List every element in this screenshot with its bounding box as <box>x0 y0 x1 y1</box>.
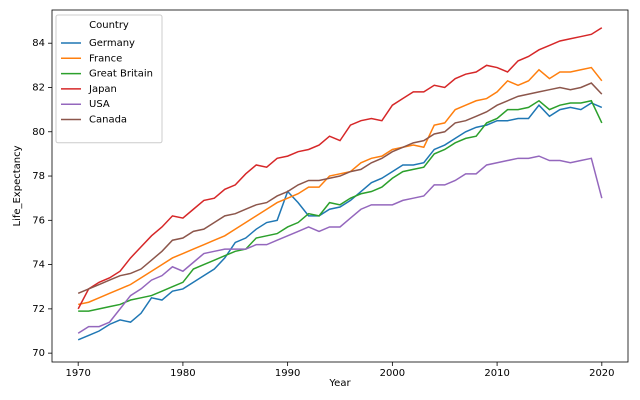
series-line <box>77 82 603 295</box>
x-tick-label: 1990 <box>275 368 300 379</box>
x-tick-label: 1980 <box>170 368 195 379</box>
series-line <box>77 155 603 334</box>
legend-label: France <box>89 53 122 64</box>
legend-label: USA <box>89 99 110 110</box>
x-axis-label: Year <box>328 378 351 389</box>
plot-frame <box>51 9 629 363</box>
series-line <box>77 102 603 341</box>
legend-label: Great Britain <box>89 69 153 80</box>
y-tick-label: 74 <box>32 260 45 271</box>
x-tick-label: 2010 <box>484 368 509 379</box>
y-axis-label: Life_Expectancy <box>12 145 23 226</box>
y-tick-label: 78 <box>32 171 45 182</box>
legend-label: Canada <box>89 115 127 126</box>
y-tick-label: 82 <box>32 82 45 93</box>
series-line <box>77 27 603 310</box>
x-tick-label: 2020 <box>589 368 614 379</box>
y-tick-label: 80 <box>32 127 45 138</box>
legend-box <box>55 14 163 144</box>
y-tick-label: 70 <box>32 348 45 359</box>
x-tick-label: 1970 <box>65 368 90 379</box>
x-tick-label: 2000 <box>380 368 405 379</box>
legend-label: Japan <box>88 84 117 95</box>
series-line <box>78 66 603 306</box>
legend-label: Germany <box>89 38 135 49</box>
y-tick-label: 76 <box>32 215 45 226</box>
series-line <box>78 99 603 312</box>
y-tick-label: 84 <box>32 38 45 49</box>
y-tick-label: 72 <box>32 304 45 315</box>
legend-title: Country <box>89 20 129 31</box>
